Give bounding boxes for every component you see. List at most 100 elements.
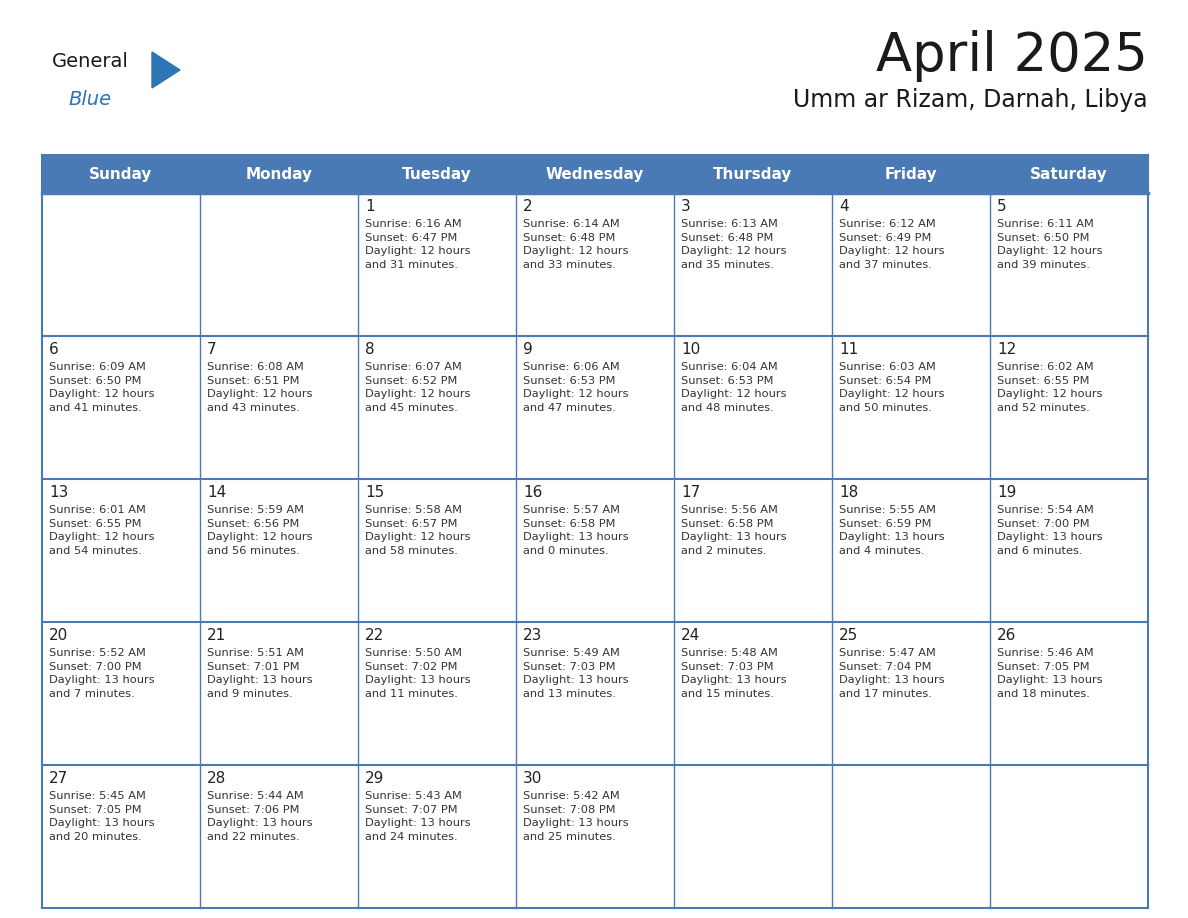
Text: Sunrise: 5:51 AM
Sunset: 7:01 PM
Daylight: 13 hours
and 9 minutes.: Sunrise: 5:51 AM Sunset: 7:01 PM Dayligh… — [207, 648, 312, 699]
Text: 19: 19 — [997, 485, 1017, 500]
Text: Sunrise: 6:02 AM
Sunset: 6:55 PM
Daylight: 12 hours
and 52 minutes.: Sunrise: 6:02 AM Sunset: 6:55 PM Dayligh… — [997, 362, 1102, 413]
Text: Sunrise: 5:43 AM
Sunset: 7:07 PM
Daylight: 13 hours
and 24 minutes.: Sunrise: 5:43 AM Sunset: 7:07 PM Dayligh… — [365, 791, 470, 842]
Bar — [42, 765, 200, 908]
Text: 18: 18 — [839, 485, 858, 500]
Text: 20: 20 — [49, 628, 68, 643]
Text: 21: 21 — [207, 628, 226, 643]
Bar — [674, 622, 832, 765]
Bar — [358, 336, 516, 479]
Bar — [358, 622, 516, 765]
Text: Monday: Monday — [246, 166, 312, 182]
Text: 4: 4 — [839, 199, 848, 214]
Text: Sunrise: 5:54 AM
Sunset: 7:00 PM
Daylight: 13 hours
and 6 minutes.: Sunrise: 5:54 AM Sunset: 7:00 PM Dayligh… — [997, 505, 1102, 555]
Bar — [990, 765, 1148, 908]
Text: 25: 25 — [839, 628, 858, 643]
Text: Sunrise: 6:07 AM
Sunset: 6:52 PM
Daylight: 12 hours
and 45 minutes.: Sunrise: 6:07 AM Sunset: 6:52 PM Dayligh… — [365, 362, 470, 413]
Text: Sunrise: 6:08 AM
Sunset: 6:51 PM
Daylight: 12 hours
and 43 minutes.: Sunrise: 6:08 AM Sunset: 6:51 PM Dayligh… — [207, 362, 312, 413]
Bar — [832, 336, 990, 479]
Text: Sunrise: 6:01 AM
Sunset: 6:55 PM
Daylight: 12 hours
and 54 minutes.: Sunrise: 6:01 AM Sunset: 6:55 PM Dayligh… — [49, 505, 154, 555]
Text: 24: 24 — [681, 628, 700, 643]
Text: Friday: Friday — [885, 166, 937, 182]
Text: 7: 7 — [207, 342, 216, 357]
Bar — [42, 155, 1148, 193]
Bar — [516, 336, 674, 479]
Text: 15: 15 — [365, 485, 384, 500]
Text: 13: 13 — [49, 485, 69, 500]
Text: Umm ar Rizam, Darnah, Libya: Umm ar Rizam, Darnah, Libya — [794, 88, 1148, 112]
Text: Sunrise: 5:42 AM
Sunset: 7:08 PM
Daylight: 13 hours
and 25 minutes.: Sunrise: 5:42 AM Sunset: 7:08 PM Dayligh… — [523, 791, 628, 842]
Text: Sunrise: 5:59 AM
Sunset: 6:56 PM
Daylight: 12 hours
and 56 minutes.: Sunrise: 5:59 AM Sunset: 6:56 PM Dayligh… — [207, 505, 312, 555]
Text: Sunrise: 6:03 AM
Sunset: 6:54 PM
Daylight: 12 hours
and 50 minutes.: Sunrise: 6:03 AM Sunset: 6:54 PM Dayligh… — [839, 362, 944, 413]
Text: 9: 9 — [523, 342, 532, 357]
Text: 10: 10 — [681, 342, 700, 357]
Text: Sunrise: 5:55 AM
Sunset: 6:59 PM
Daylight: 13 hours
and 4 minutes.: Sunrise: 5:55 AM Sunset: 6:59 PM Dayligh… — [839, 505, 944, 555]
Bar — [358, 479, 516, 622]
Text: Sunrise: 5:47 AM
Sunset: 7:04 PM
Daylight: 13 hours
and 17 minutes.: Sunrise: 5:47 AM Sunset: 7:04 PM Dayligh… — [839, 648, 944, 699]
Bar — [990, 336, 1148, 479]
Bar — [358, 765, 516, 908]
Bar — [42, 622, 200, 765]
Text: Sunrise: 5:57 AM
Sunset: 6:58 PM
Daylight: 13 hours
and 0 minutes.: Sunrise: 5:57 AM Sunset: 6:58 PM Dayligh… — [523, 505, 628, 555]
Text: 2: 2 — [523, 199, 532, 214]
Bar — [200, 193, 358, 336]
Text: Wednesday: Wednesday — [545, 166, 644, 182]
Text: Sunrise: 5:45 AM
Sunset: 7:05 PM
Daylight: 13 hours
and 20 minutes.: Sunrise: 5:45 AM Sunset: 7:05 PM Dayligh… — [49, 791, 154, 842]
Text: Thursday: Thursday — [713, 166, 792, 182]
Text: 26: 26 — [997, 628, 1017, 643]
Text: 14: 14 — [207, 485, 226, 500]
Bar — [674, 765, 832, 908]
Text: Blue: Blue — [68, 90, 112, 109]
Bar — [42, 193, 200, 336]
Bar — [674, 193, 832, 336]
Text: Sunrise: 5:52 AM
Sunset: 7:00 PM
Daylight: 13 hours
and 7 minutes.: Sunrise: 5:52 AM Sunset: 7:00 PM Dayligh… — [49, 648, 154, 699]
Text: 1: 1 — [365, 199, 374, 214]
Text: Sunrise: 5:46 AM
Sunset: 7:05 PM
Daylight: 13 hours
and 18 minutes.: Sunrise: 5:46 AM Sunset: 7:05 PM Dayligh… — [997, 648, 1102, 699]
Bar — [990, 622, 1148, 765]
Text: 28: 28 — [207, 771, 226, 786]
Text: 5: 5 — [997, 199, 1006, 214]
Bar — [42, 336, 200, 479]
Bar — [832, 622, 990, 765]
Text: Sunrise: 6:13 AM
Sunset: 6:48 PM
Daylight: 12 hours
and 35 minutes.: Sunrise: 6:13 AM Sunset: 6:48 PM Dayligh… — [681, 219, 786, 270]
Bar — [674, 479, 832, 622]
Text: Sunrise: 6:12 AM
Sunset: 6:49 PM
Daylight: 12 hours
and 37 minutes.: Sunrise: 6:12 AM Sunset: 6:49 PM Dayligh… — [839, 219, 944, 270]
Text: Sunday: Sunday — [89, 166, 153, 182]
Bar — [200, 622, 358, 765]
Text: 6: 6 — [49, 342, 58, 357]
Text: Sunrise: 5:58 AM
Sunset: 6:57 PM
Daylight: 12 hours
and 58 minutes.: Sunrise: 5:58 AM Sunset: 6:57 PM Dayligh… — [365, 505, 470, 555]
Text: 30: 30 — [523, 771, 543, 786]
Text: 3: 3 — [681, 199, 690, 214]
Text: Sunrise: 6:06 AM
Sunset: 6:53 PM
Daylight: 12 hours
and 47 minutes.: Sunrise: 6:06 AM Sunset: 6:53 PM Dayligh… — [523, 362, 628, 413]
Bar — [516, 765, 674, 908]
Bar — [200, 336, 358, 479]
Bar — [990, 479, 1148, 622]
Bar — [832, 765, 990, 908]
Text: 12: 12 — [997, 342, 1016, 357]
Bar — [832, 479, 990, 622]
Text: Sunrise: 5:44 AM
Sunset: 7:06 PM
Daylight: 13 hours
and 22 minutes.: Sunrise: 5:44 AM Sunset: 7:06 PM Dayligh… — [207, 791, 312, 842]
Text: 22: 22 — [365, 628, 384, 643]
Text: 16: 16 — [523, 485, 543, 500]
Bar — [674, 336, 832, 479]
Text: 8: 8 — [365, 342, 374, 357]
Bar — [516, 622, 674, 765]
Text: Tuesday: Tuesday — [402, 166, 472, 182]
Text: Saturday: Saturday — [1030, 166, 1108, 182]
Text: 23: 23 — [523, 628, 543, 643]
Text: Sunrise: 6:09 AM
Sunset: 6:50 PM
Daylight: 12 hours
and 41 minutes.: Sunrise: 6:09 AM Sunset: 6:50 PM Dayligh… — [49, 362, 154, 413]
Text: Sunrise: 5:50 AM
Sunset: 7:02 PM
Daylight: 13 hours
and 11 minutes.: Sunrise: 5:50 AM Sunset: 7:02 PM Dayligh… — [365, 648, 470, 699]
Text: Sunrise: 6:14 AM
Sunset: 6:48 PM
Daylight: 12 hours
and 33 minutes.: Sunrise: 6:14 AM Sunset: 6:48 PM Dayligh… — [523, 219, 628, 270]
Bar — [516, 193, 674, 336]
Bar — [516, 479, 674, 622]
Text: Sunrise: 6:04 AM
Sunset: 6:53 PM
Daylight: 12 hours
and 48 minutes.: Sunrise: 6:04 AM Sunset: 6:53 PM Dayligh… — [681, 362, 786, 413]
Text: 29: 29 — [365, 771, 385, 786]
Text: 17: 17 — [681, 485, 700, 500]
Text: Sunrise: 6:16 AM
Sunset: 6:47 PM
Daylight: 12 hours
and 31 minutes.: Sunrise: 6:16 AM Sunset: 6:47 PM Dayligh… — [365, 219, 470, 270]
Bar — [200, 765, 358, 908]
Text: 27: 27 — [49, 771, 68, 786]
Bar — [832, 193, 990, 336]
Bar — [358, 193, 516, 336]
Text: 11: 11 — [839, 342, 858, 357]
Text: General: General — [52, 52, 128, 71]
Text: Sunrise: 5:56 AM
Sunset: 6:58 PM
Daylight: 13 hours
and 2 minutes.: Sunrise: 5:56 AM Sunset: 6:58 PM Dayligh… — [681, 505, 786, 555]
